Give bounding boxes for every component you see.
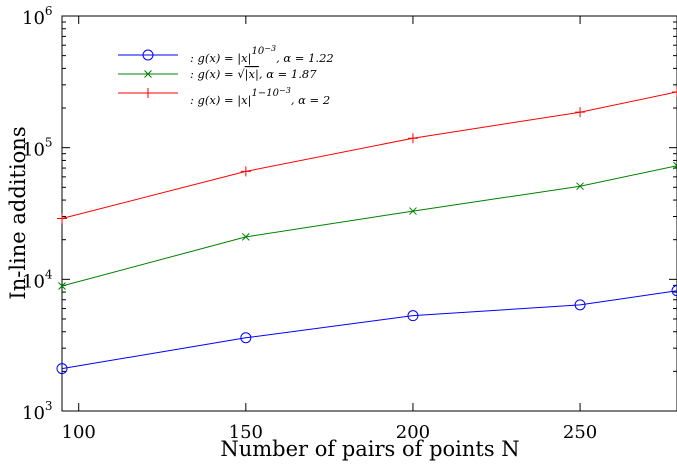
y-axis-label: In-line additions bbox=[6, 126, 30, 299]
plot-area bbox=[61, 15, 677, 412]
y-tick-label: 106 bbox=[22, 4, 53, 29]
data-point bbox=[57, 213, 67, 224]
data-point bbox=[409, 207, 417, 215]
legend: : g(x) = |x|10−3, α = 1.22 : g(x) = √|x|… bbox=[118, 44, 334, 108]
legend-label-1-suffix: , α = 1.22 bbox=[276, 51, 334, 65]
legend-marker-x bbox=[144, 70, 152, 78]
legend-label-1: : g(x) = |x|10−3, α = 1.22 bbox=[190, 44, 334, 66]
y-axis: 103 104 105 106 bbox=[22, 4, 677, 424]
data-point bbox=[407, 310, 419, 322]
x-tick-label: 250 bbox=[563, 422, 597, 443]
legend-label-3-suffix: , α = 2 bbox=[291, 93, 330, 107]
data-point bbox=[58, 282, 66, 290]
legend-label-1-prefix: : g(x) = |x| bbox=[190, 51, 252, 66]
data-point bbox=[671, 285, 677, 297]
legend-label-1-sup: 10 bbox=[252, 46, 265, 57]
legend-marker-circle bbox=[142, 49, 154, 61]
data-point bbox=[56, 363, 68, 375]
x-axis: 100 150 200 250 bbox=[62, 16, 597, 443]
x-tick-label: 200 bbox=[396, 422, 430, 443]
legend-label-3: : g(x) = |x|1−10−3, α = 2 bbox=[190, 86, 330, 108]
legend-marker-plus bbox=[143, 88, 153, 98]
x-axis-label: Number of pairs of points N bbox=[220, 437, 519, 461]
legend-label-2: : g(x) = √|x|, α = 1.87 bbox=[190, 67, 317, 82]
legend-label-2-suffix: , α = 1.87 bbox=[259, 67, 317, 81]
y-tick-label: 103 bbox=[22, 399, 53, 424]
x-tick-label: 150 bbox=[229, 422, 263, 443]
x-tick-label: 100 bbox=[62, 422, 96, 443]
legend-label-1-supsup: −3 bbox=[264, 44, 276, 53]
legend-label-2-sqrt-arg: |x| bbox=[245, 67, 259, 82]
plot-frame bbox=[61, 15, 677, 412]
legend-entry-2: : g(x) = √|x|, α = 1.87 bbox=[118, 67, 317, 82]
legend-entry-3: : g(x) = |x|1−10−3, α = 2 bbox=[118, 86, 330, 108]
y-tick-label: 104 bbox=[22, 267, 53, 292]
legend-label-3-prefix: : g(x) = |x| bbox=[190, 93, 252, 108]
series-line bbox=[61, 165, 677, 287]
data-point bbox=[672, 86, 677, 97]
series-layer bbox=[56, 86, 677, 375]
data-point bbox=[407, 133, 418, 144]
data-point bbox=[240, 332, 252, 344]
data-point bbox=[575, 107, 586, 118]
data-point bbox=[240, 166, 251, 177]
series-line bbox=[61, 290, 677, 370]
data-point bbox=[241, 233, 250, 241]
series-line bbox=[61, 91, 677, 219]
series-2 bbox=[58, 161, 677, 290]
series-1 bbox=[56, 285, 677, 375]
series-3 bbox=[57, 86, 677, 224]
legend-label-3-supsup: −3 bbox=[279, 86, 291, 95]
legend-label-2-prefix: : g(x) = bbox=[190, 67, 237, 81]
data-point bbox=[673, 161, 677, 170]
legend-label-2-sqrt-sign: √ bbox=[237, 67, 245, 81]
data-point bbox=[574, 299, 586, 311]
legend-entry-1: : g(x) = |x|10−3, α = 1.22 bbox=[118, 44, 334, 66]
data-point bbox=[576, 182, 584, 191]
legend-label-3-sup: 1−10 bbox=[252, 88, 280, 99]
y-tick-label: 105 bbox=[22, 136, 53, 161]
